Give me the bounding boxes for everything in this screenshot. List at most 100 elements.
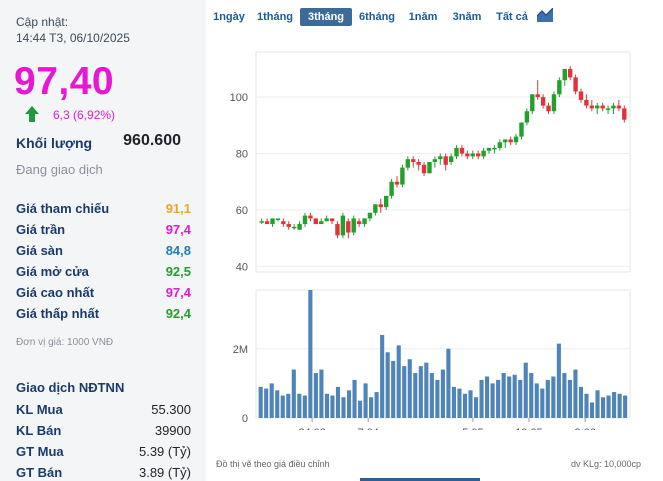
price-row-label: Giá thấp nhất [16, 306, 100, 321]
volume-bar [600, 397, 606, 418]
candle-body [524, 111, 530, 123]
candle-body [264, 221, 270, 225]
x-tick-label: 2.06 [574, 427, 595, 430]
candle-body [519, 122, 524, 137]
price-tick-label: 100 [230, 92, 248, 104]
volume-series [258, 290, 628, 418]
candle-body [405, 159, 411, 168]
volume-bar [529, 373, 534, 418]
candle-body [503, 139, 508, 143]
volume-bar [523, 362, 528, 418]
chart-type-icon[interactable] [537, 8, 553, 22]
volume-bar [485, 376, 490, 418]
candle-body [595, 105, 600, 109]
volume-bar [490, 383, 495, 418]
volume-bar [473, 397, 479, 418]
candle-body [616, 105, 622, 109]
volume-bar [330, 395, 335, 418]
price-row-label: Giá cao nhất [16, 285, 95, 300]
x-tick-label: 19.05 [515, 427, 543, 430]
volume-bar [385, 352, 390, 418]
volume-bar [269, 383, 274, 418]
volume-bar [413, 373, 418, 418]
tab-1-year[interactable]: 1năm [408, 11, 438, 23]
tab-1-month[interactable]: 1tháng [256, 11, 294, 23]
candle-body [492, 147, 497, 150]
tab-6-months[interactable]: 6tháng [358, 11, 396, 23]
volume-bar [435, 379, 440, 418]
volume-bar [286, 393, 291, 418]
candle-body [546, 105, 551, 112]
update-label: Cập nhật: [16, 15, 69, 29]
price-panel-border [255, 51, 631, 273]
volume-bar [617, 393, 622, 418]
volume-bar [291, 369, 296, 418]
candle-body [324, 218, 329, 222]
candle-body [540, 97, 546, 106]
price-row-label: Giá tham chiếu [16, 201, 110, 216]
volume-bar [402, 366, 407, 418]
volume-bar [264, 388, 269, 418]
tab-all[interactable]: Tất cả [496, 11, 528, 23]
tab-3-months[interactable]: 3tháng [300, 8, 352, 26]
axis-labels: 40 60 80 100 0 2M 24.03 7.04 5.05 19.05 2.06 [230, 92, 596, 430]
volume-bar [479, 379, 484, 418]
candle-body [622, 108, 627, 120]
x-tick-label: 24.03 [298, 427, 326, 430]
volume-bar [358, 400, 363, 418]
volume-bar [363, 383, 368, 418]
price-tick-label: 60 [236, 205, 248, 217]
candle-body [470, 153, 475, 157]
foreign-row-label: GT Bán [16, 465, 63, 480]
candle-body [605, 108, 611, 110]
update-time: 14:44 T3, 06/10/2025 [16, 31, 130, 45]
candle-body [454, 147, 459, 157]
volume-bar [623, 395, 628, 418]
foreign-row-label: GT Mua [16, 444, 64, 459]
up-arrow-icon [25, 106, 39, 122]
candle-body [486, 147, 492, 151]
volume-bar [324, 393, 329, 418]
candle-body [535, 94, 540, 98]
candle-body [562, 68, 567, 81]
volume-bar [313, 373, 318, 418]
candle-body [573, 77, 578, 92]
volume-bar [391, 360, 396, 418]
volume-bar [297, 393, 302, 418]
tab-3-years[interactable]: 3năm [452, 11, 482, 23]
candle-body [427, 162, 432, 174]
foreign-row-value: 5.39 (Tỷ) [138, 444, 191, 459]
volume-bar [606, 395, 611, 418]
volume-bar [556, 343, 561, 418]
volume-bar [451, 386, 457, 418]
volume-bar [567, 379, 572, 418]
current-price: 97,40 [14, 60, 115, 103]
candle-body [508, 139, 513, 143]
scroll-indicator[interactable] [360, 478, 480, 481]
candle-body [378, 204, 383, 208]
candle-body [275, 218, 281, 220]
volume-tick-label: 0 [242, 413, 248, 425]
volume-bar [369, 397, 374, 418]
volume-bar [507, 376, 512, 418]
tab-1-day[interactable]: 1ngày [213, 11, 245, 23]
candle-body [475, 153, 481, 157]
volume-bar [584, 393, 589, 418]
candle-body [530, 94, 535, 112]
trading-status: Đang giao dịch [16, 162, 103, 177]
volume-bar [380, 334, 385, 418]
candle-body [481, 150, 486, 157]
candle-body [443, 156, 448, 165]
candle-body [373, 204, 378, 213]
volume-bar [275, 390, 280, 418]
volume-bar [424, 362, 429, 418]
volume-bar [341, 397, 346, 418]
candle-body [432, 159, 438, 162]
candle-body [551, 94, 557, 112]
left-panel: Cập nhật: 14:44 T3, 06/10/2025 97,40 6,3… [0, 0, 206, 481]
volume-unit-note: dv KLg: 10,000cp [570, 459, 641, 469]
price-row-label: Giá sàn [16, 243, 63, 258]
price-row-label: Giá mở cửa [16, 264, 89, 279]
volume-bar [280, 395, 285, 418]
price-row-value: 92,5 [165, 264, 191, 279]
